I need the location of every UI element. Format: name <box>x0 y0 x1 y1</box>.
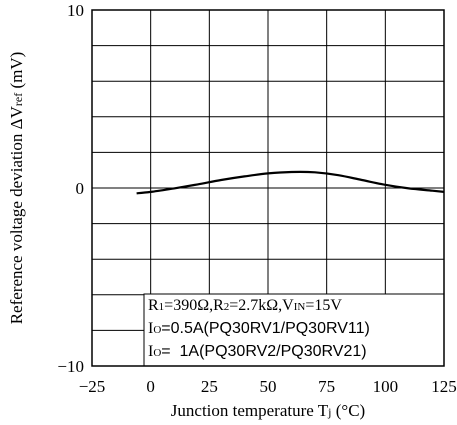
y-tick-label: 0 <box>76 179 85 198</box>
y-tick-label: 10 <box>67 1 84 20</box>
x-tick-label: 25 <box>201 377 218 396</box>
y-axis-title: Reference voltage deviation ΔVref (mV) <box>7 52 26 325</box>
series-layer <box>136 170 445 195</box>
x-tick-label: 75 <box>318 377 335 396</box>
plot-frame <box>91 9 445 367</box>
x-tick-label: 125 <box>431 377 457 396</box>
series-line <box>136 170 445 195</box>
annotation-box <box>143 293 445 367</box>
x-tick-label: −25 <box>79 377 106 396</box>
x-axis-title: Junction temperature Tj (°C) <box>171 401 365 420</box>
y-tick-label: −10 <box>57 357 84 376</box>
annotation-line: R1=390Ω,R2=2.7kΩ,VIN=15V <box>148 297 342 314</box>
annotation-line: IO= 1A(PQ30RV2/PQ30RV21) <box>148 343 367 360</box>
annotation-text: R1=390Ω,R2=2.7kΩ,VIN=15V IO=0.5A(PQ30RV1/… <box>148 297 370 360</box>
x-tick-label: 50 <box>260 377 277 396</box>
annotation-line: IO=0.5A(PQ30RV1/PQ30RV11) <box>148 320 370 337</box>
x-tick-label: 0 <box>146 377 155 396</box>
x-tick-label: 100 <box>373 377 399 396</box>
